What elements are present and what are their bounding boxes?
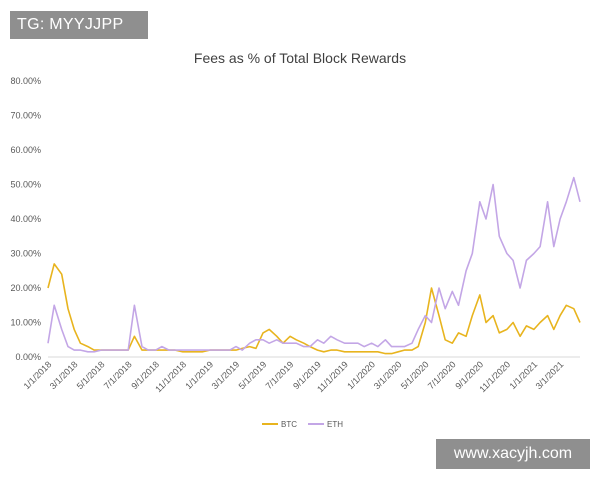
series-line-btc — [47, 263, 581, 355]
y-tick-label: 20.00% — [10, 283, 41, 293]
x-tick-label: 7/1/2020 — [426, 359, 458, 391]
watermark-top: TG: MYYJJPP — [10, 11, 148, 39]
x-tick-label: 5/1/2020 — [399, 359, 431, 391]
y-tick-label: 30.00% — [10, 249, 41, 259]
series-line-eth — [47, 176, 581, 353]
y-tick-label: 0.00% — [15, 352, 41, 362]
y-tick-label: 70.00% — [10, 111, 41, 121]
x-tick-label: 7/1/2019 — [264, 359, 296, 391]
x-tick-label: 1/1/2020 — [345, 359, 377, 391]
y-tick-label: 40.00% — [10, 214, 41, 224]
y-tick-label: 60.00% — [10, 145, 41, 155]
y-tick-label: 10.00% — [10, 318, 41, 328]
x-tick-label: 3/1/2019 — [210, 359, 242, 391]
x-tick-label: 3/1/2020 — [372, 359, 404, 391]
y-tick-labels: 0.00% 10.00% 20.00% 30.00% 40.00% 50.00% 60.00… — [10, 76, 41, 362]
y-tick-label: 50.00% — [10, 180, 41, 190]
x-tick-label: 5/1/2019 — [237, 359, 269, 391]
chart-series — [47, 176, 581, 355]
y-tick-label: 80.00% — [10, 76, 41, 86]
watermark-bottom: www.xacyjh.com — [436, 439, 590, 469]
x-tick-label: 3/1/2018 — [48, 359, 80, 391]
legend-label-eth: ETH — [327, 420, 343, 429]
x-tick-labels: 1/1/20183/1/20185/1/20187/1/20189/1/2018… — [22, 359, 566, 394]
x-tick-label: 3/1/2021 — [534, 359, 566, 391]
x-tick-label: 7/1/2018 — [102, 359, 134, 391]
legend-label-btc: BTC — [281, 420, 297, 429]
chart-title: Fees as % of Total Block Rewards — [193, 50, 407, 66]
chart-legend: BTC ETH — [262, 420, 343, 429]
x-tick-label: 5/1/2018 — [75, 359, 107, 391]
